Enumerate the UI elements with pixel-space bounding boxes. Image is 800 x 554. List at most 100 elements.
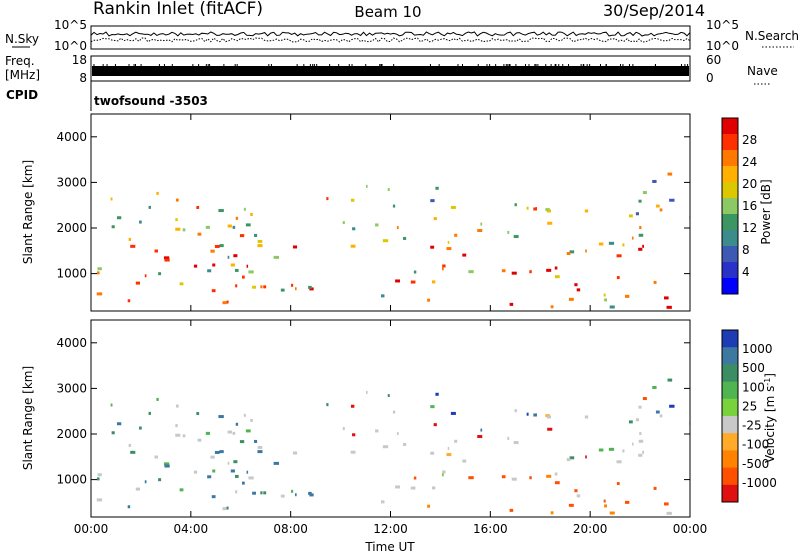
velocity-cell bbox=[182, 434, 186, 438]
power-cell bbox=[659, 208, 663, 212]
colorbar-tick-label: 28 bbox=[742, 133, 757, 147]
velocity-cell bbox=[653, 486, 657, 490]
velocity-cell bbox=[433, 423, 437, 427]
colorbar-tick-label: -500 bbox=[742, 457, 769, 471]
noise-tick-left-top: 10^5 bbox=[54, 18, 87, 32]
power-cell bbox=[96, 271, 100, 275]
velocity-cell bbox=[212, 469, 216, 473]
velocity-cell bbox=[568, 503, 574, 507]
cpid-row: CPID twofsound -3503 bbox=[6, 81, 208, 111]
power-cell bbox=[666, 305, 672, 309]
velocity-cell bbox=[197, 438, 202, 442]
x-tick-label: 08:00 bbox=[273, 522, 308, 536]
power-cell bbox=[175, 227, 181, 231]
velocity-cell bbox=[655, 410, 660, 414]
power-cell bbox=[509, 302, 514, 306]
colorbar-tick-label: 20 bbox=[742, 177, 757, 191]
power-cell bbox=[468, 270, 474, 274]
power-cell bbox=[628, 214, 633, 218]
colorbar-swatch bbox=[722, 198, 738, 215]
power-cell bbox=[511, 271, 517, 275]
power-cell bbox=[604, 298, 608, 302]
velocity-cell bbox=[546, 415, 552, 419]
y-tick-label: 4000 bbox=[56, 336, 87, 350]
y-tick-label: 1000 bbox=[56, 473, 87, 487]
power-cell bbox=[116, 216, 122, 220]
freq-bars bbox=[92, 64, 689, 76]
velocity-cell bbox=[569, 456, 575, 460]
noise-search-trace bbox=[90, 37, 691, 43]
velocity-cell bbox=[442, 470, 446, 474]
power-cell bbox=[642, 191, 647, 195]
x-tick-label: 16:00 bbox=[473, 522, 508, 536]
power-cell bbox=[111, 225, 115, 229]
velocity-cell bbox=[447, 446, 450, 450]
power-cells bbox=[96, 172, 690, 309]
power-cell bbox=[164, 258, 170, 262]
power-cell bbox=[175, 218, 178, 222]
power-cell bbox=[148, 205, 152, 209]
velocity-cell bbox=[156, 397, 159, 401]
power-cell bbox=[246, 264, 249, 268]
velocity-cell bbox=[230, 469, 235, 473]
power-cell bbox=[366, 184, 368, 188]
velocity-cell bbox=[616, 482, 620, 486]
power-cell bbox=[616, 276, 620, 280]
velocity-cell bbox=[450, 411, 456, 415]
velocity-cell bbox=[511, 477, 517, 481]
velocity-cell bbox=[111, 431, 115, 435]
velocity-cell bbox=[382, 445, 389, 449]
colorbar-swatch bbox=[722, 246, 738, 263]
velocity-cell bbox=[128, 443, 132, 447]
velocity-cell bbox=[477, 435, 483, 439]
power-cell bbox=[566, 252, 571, 256]
power-cell bbox=[638, 233, 644, 237]
x-tick-label: 00:00 bbox=[74, 522, 109, 536]
power-cell bbox=[96, 292, 103, 296]
colorbar-swatch bbox=[722, 467, 738, 486]
power-cell bbox=[295, 287, 297, 291]
power-cell bbox=[584, 209, 589, 213]
velocity-cell bbox=[546, 474, 552, 478]
power-cell bbox=[598, 242, 604, 246]
power-cell bbox=[154, 249, 159, 253]
power-cell bbox=[427, 298, 431, 302]
power-cell bbox=[211, 289, 216, 293]
power-cell bbox=[227, 224, 232, 228]
velocity-cell bbox=[245, 429, 251, 433]
velocity-cell bbox=[430, 405, 435, 409]
power-cell bbox=[127, 299, 131, 303]
velocity-panel: 1000 2000 3000 4000 00:00 04:00 08:00 12:00 16:… bbox=[21, 319, 777, 554]
power-y-ticks: 1000 2000 3000 4000 bbox=[56, 130, 690, 281]
velocity-cell bbox=[529, 476, 532, 480]
velocity-cell bbox=[576, 494, 581, 498]
velocity-cell bbox=[652, 385, 657, 389]
velocity-cell bbox=[642, 397, 647, 401]
velocity-cell bbox=[380, 500, 385, 504]
power-x-ticks bbox=[90, 114, 691, 311]
power-cell bbox=[212, 263, 216, 267]
noise-tick-left-bottom: 10^0 bbox=[54, 39, 87, 53]
power-cell bbox=[554, 266, 558, 270]
freq-label: Freq. bbox=[5, 54, 35, 68]
velocity-cell bbox=[295, 493, 297, 497]
velocity-cell bbox=[413, 476, 417, 480]
velocity-cell bbox=[175, 433, 181, 437]
velocity-cell bbox=[164, 464, 170, 468]
power-cell bbox=[529, 270, 532, 274]
velocity-cell bbox=[566, 458, 571, 462]
colorbar-swatch bbox=[722, 214, 738, 231]
velocity-cell bbox=[403, 442, 407, 446]
velocity-cell bbox=[257, 450, 263, 454]
velocity-cell bbox=[342, 427, 345, 431]
power-cell bbox=[441, 267, 444, 271]
velocity-cell bbox=[514, 409, 517, 413]
power-cell bbox=[546, 268, 552, 272]
velocity-colorbar: 1000 500 100 25 -25 -100 -500 -1000 bbox=[721, 329, 777, 503]
power-cell bbox=[585, 249, 587, 253]
velocity-cell bbox=[263, 491, 267, 495]
power-cell bbox=[207, 269, 212, 273]
colorbar-swatch bbox=[722, 433, 738, 451]
power-cell bbox=[638, 247, 643, 251]
power-cell bbox=[547, 221, 553, 225]
